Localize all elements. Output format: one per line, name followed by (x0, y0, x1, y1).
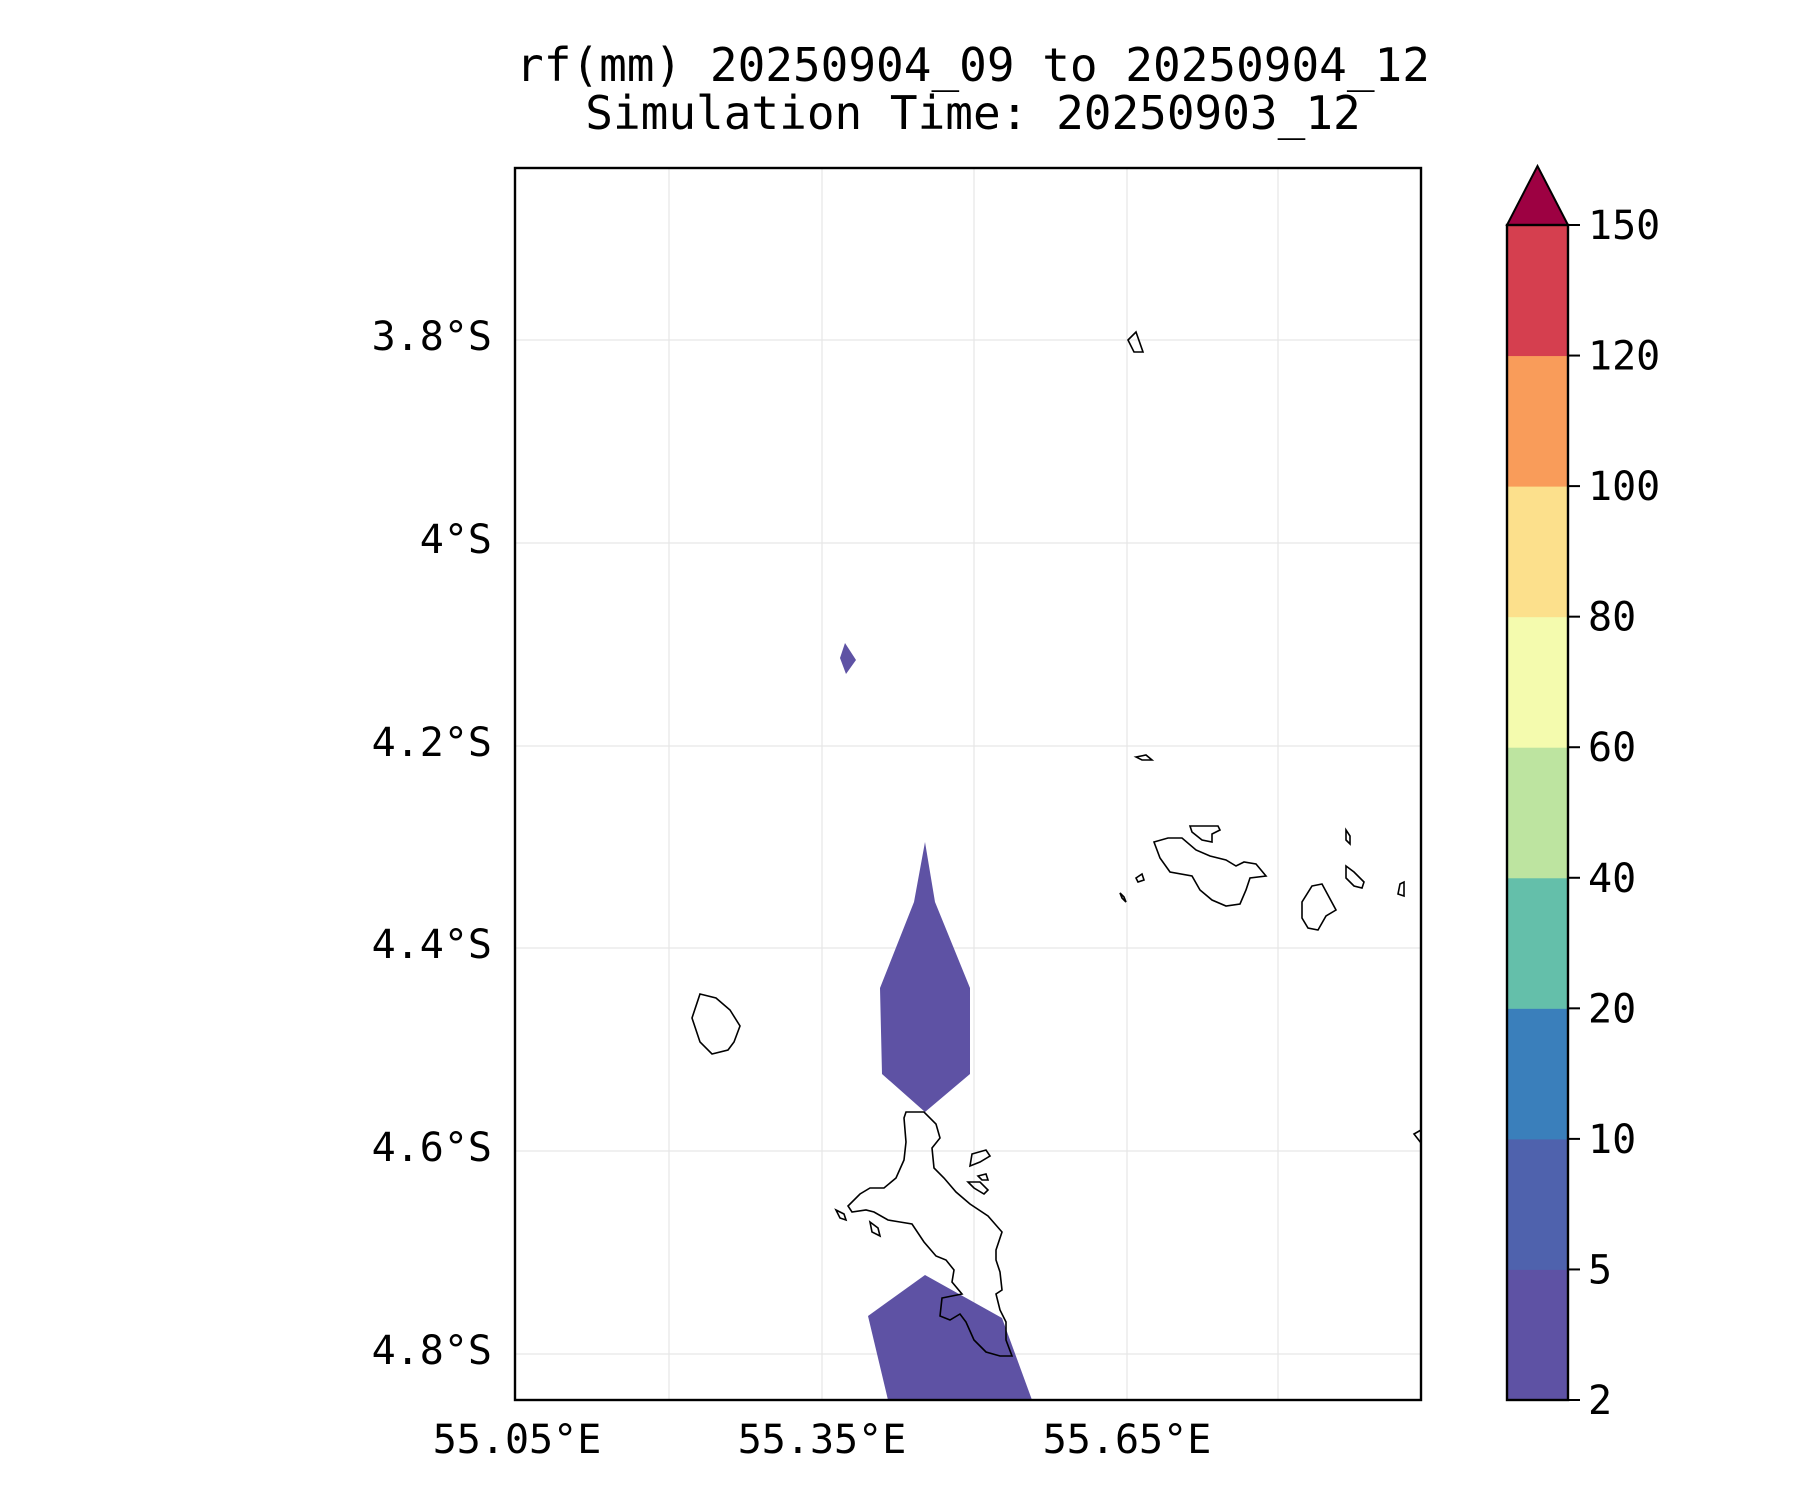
colorbar-tick-label: 10 (1588, 1117, 1636, 1163)
colorbar-bands (1507, 225, 1568, 1401)
colorbar-tick-label: 40 (1588, 856, 1636, 902)
coastline-island (1119, 892, 1127, 903)
rain-patch-north (880, 842, 970, 1112)
y-tick-label: 4.2°S (372, 720, 492, 766)
map-title-line-1: rf(mm) 20250904_09 to 20250904_12 (516, 38, 1430, 92)
coastline-island (966, 1181, 990, 1196)
colorbar-tick-label: 100 (1588, 464, 1660, 510)
colorbar-tick-label: 5 (1588, 1247, 1612, 1293)
colorbar-tick-label: 120 (1588, 334, 1660, 380)
colorbar-band (1507, 1138, 1568, 1270)
map-plot-area (515, 168, 1421, 1400)
coastline-praslin (1152, 837, 1268, 907)
coastline-silhouette (691, 993, 741, 1055)
y-tick-label: 3.8°S (372, 314, 492, 360)
coastline-island (1188, 825, 1222, 843)
coastline-island (868, 1220, 882, 1238)
x-axis: 55.05°E 55.35°E 55.65°E (433, 1417, 1212, 1463)
colorbar-band (1507, 877, 1568, 1009)
rain-patch-south (868, 1275, 1032, 1400)
coastline-island (1133, 754, 1155, 761)
rain-patch-small (840, 643, 856, 674)
coastline-island (1345, 864, 1365, 889)
colorbar-tick-label: 150 (1588, 203, 1660, 249)
map-title-line-2: Simulation Time: 20250903_12 (585, 86, 1361, 140)
coastlines (691, 330, 1422, 1357)
colorbar-band (1507, 225, 1568, 357)
coastline-la-digue (1301, 883, 1338, 931)
coastline-island (834, 1208, 848, 1222)
colorbar-tick-label: 20 (1588, 986, 1636, 1032)
colorbar: 2 5 10 20 40 60 80 100 120 150 (1505, 163, 1660, 1424)
y-tick-label: 4.8°S (372, 1328, 492, 1374)
y-tick-label: 4.4°S (372, 922, 492, 968)
colorbar-tick-label: 80 (1588, 595, 1636, 641)
x-tick-label: 55.35°E (738, 1417, 907, 1463)
coastline-island (968, 1149, 992, 1168)
rainfall-fill (840, 643, 1032, 1400)
colorbar-band (1507, 355, 1568, 487)
coastline-island (1397, 880, 1405, 898)
coastline-mahe (846, 1111, 1014, 1357)
colorbar-band (1507, 1269, 1568, 1401)
colorbar-band (1507, 616, 1568, 748)
map-frame (513, 166, 1423, 1402)
coastline-island (1345, 827, 1351, 846)
colorbar-frame (1505, 223, 1570, 1402)
colorbar-tick-label: 2 (1588, 1378, 1612, 1424)
colorbar-band (1507, 1008, 1568, 1140)
colorbar-ticks: 2 5 10 20 40 60 80 100 120 150 (1568, 203, 1660, 1424)
coastline-island (1127, 330, 1145, 353)
colorbar-tick-label: 60 (1588, 725, 1636, 771)
y-axis: 3.8°S 4°S 4.2°S 4.4°S 4.6°S 4.8°S (372, 314, 492, 1374)
x-tick-label: 55.05°E (433, 1417, 602, 1463)
colorbar-extend-arrow (1505, 163, 1570, 226)
colorbar-band (1507, 486, 1568, 618)
coastline-island (976, 1173, 990, 1181)
coastline-island (1134, 872, 1146, 883)
y-tick-label: 4°S (420, 517, 492, 563)
y-tick-label: 4.6°S (372, 1125, 492, 1171)
colorbar-band (1507, 747, 1568, 879)
x-tick-label: 55.65°E (1043, 1417, 1212, 1463)
